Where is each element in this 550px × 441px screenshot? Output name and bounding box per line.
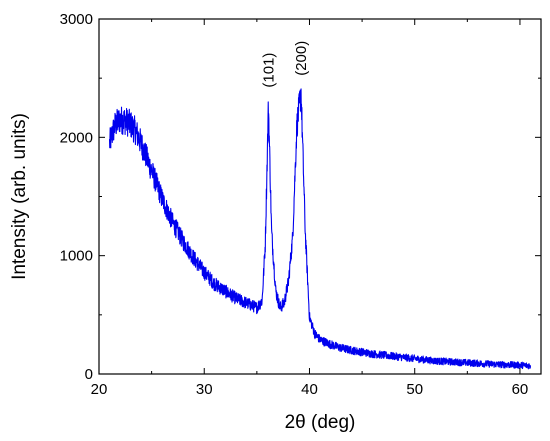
x-tick-label: 20 xyxy=(91,381,108,398)
x-tick-label: 50 xyxy=(406,381,423,398)
peak-label: (200) xyxy=(293,41,310,76)
peak-annotations: (101) (200) xyxy=(260,41,310,88)
y-tick-label: 3000 xyxy=(60,11,93,28)
x-axis-label: 2θ (deg) xyxy=(285,412,356,433)
x-tick-label: 40 xyxy=(301,381,318,398)
plot-frame xyxy=(98,18,542,375)
peak-label: (101) xyxy=(260,53,277,88)
y-tick-label: 2000 xyxy=(60,129,93,146)
tick-labels: 20 30 40 50 60 0 1000 2000 3000 xyxy=(60,11,529,398)
series-line xyxy=(108,88,532,370)
axis-ticks xyxy=(98,18,541,375)
y-tick-label: 1000 xyxy=(60,248,93,265)
y-axis-label: Intensity (arb. units) xyxy=(9,113,30,280)
x-tick-label: 30 xyxy=(196,381,213,398)
x-tick-label: 60 xyxy=(512,381,529,398)
y-tick-label: 0 xyxy=(85,366,93,383)
